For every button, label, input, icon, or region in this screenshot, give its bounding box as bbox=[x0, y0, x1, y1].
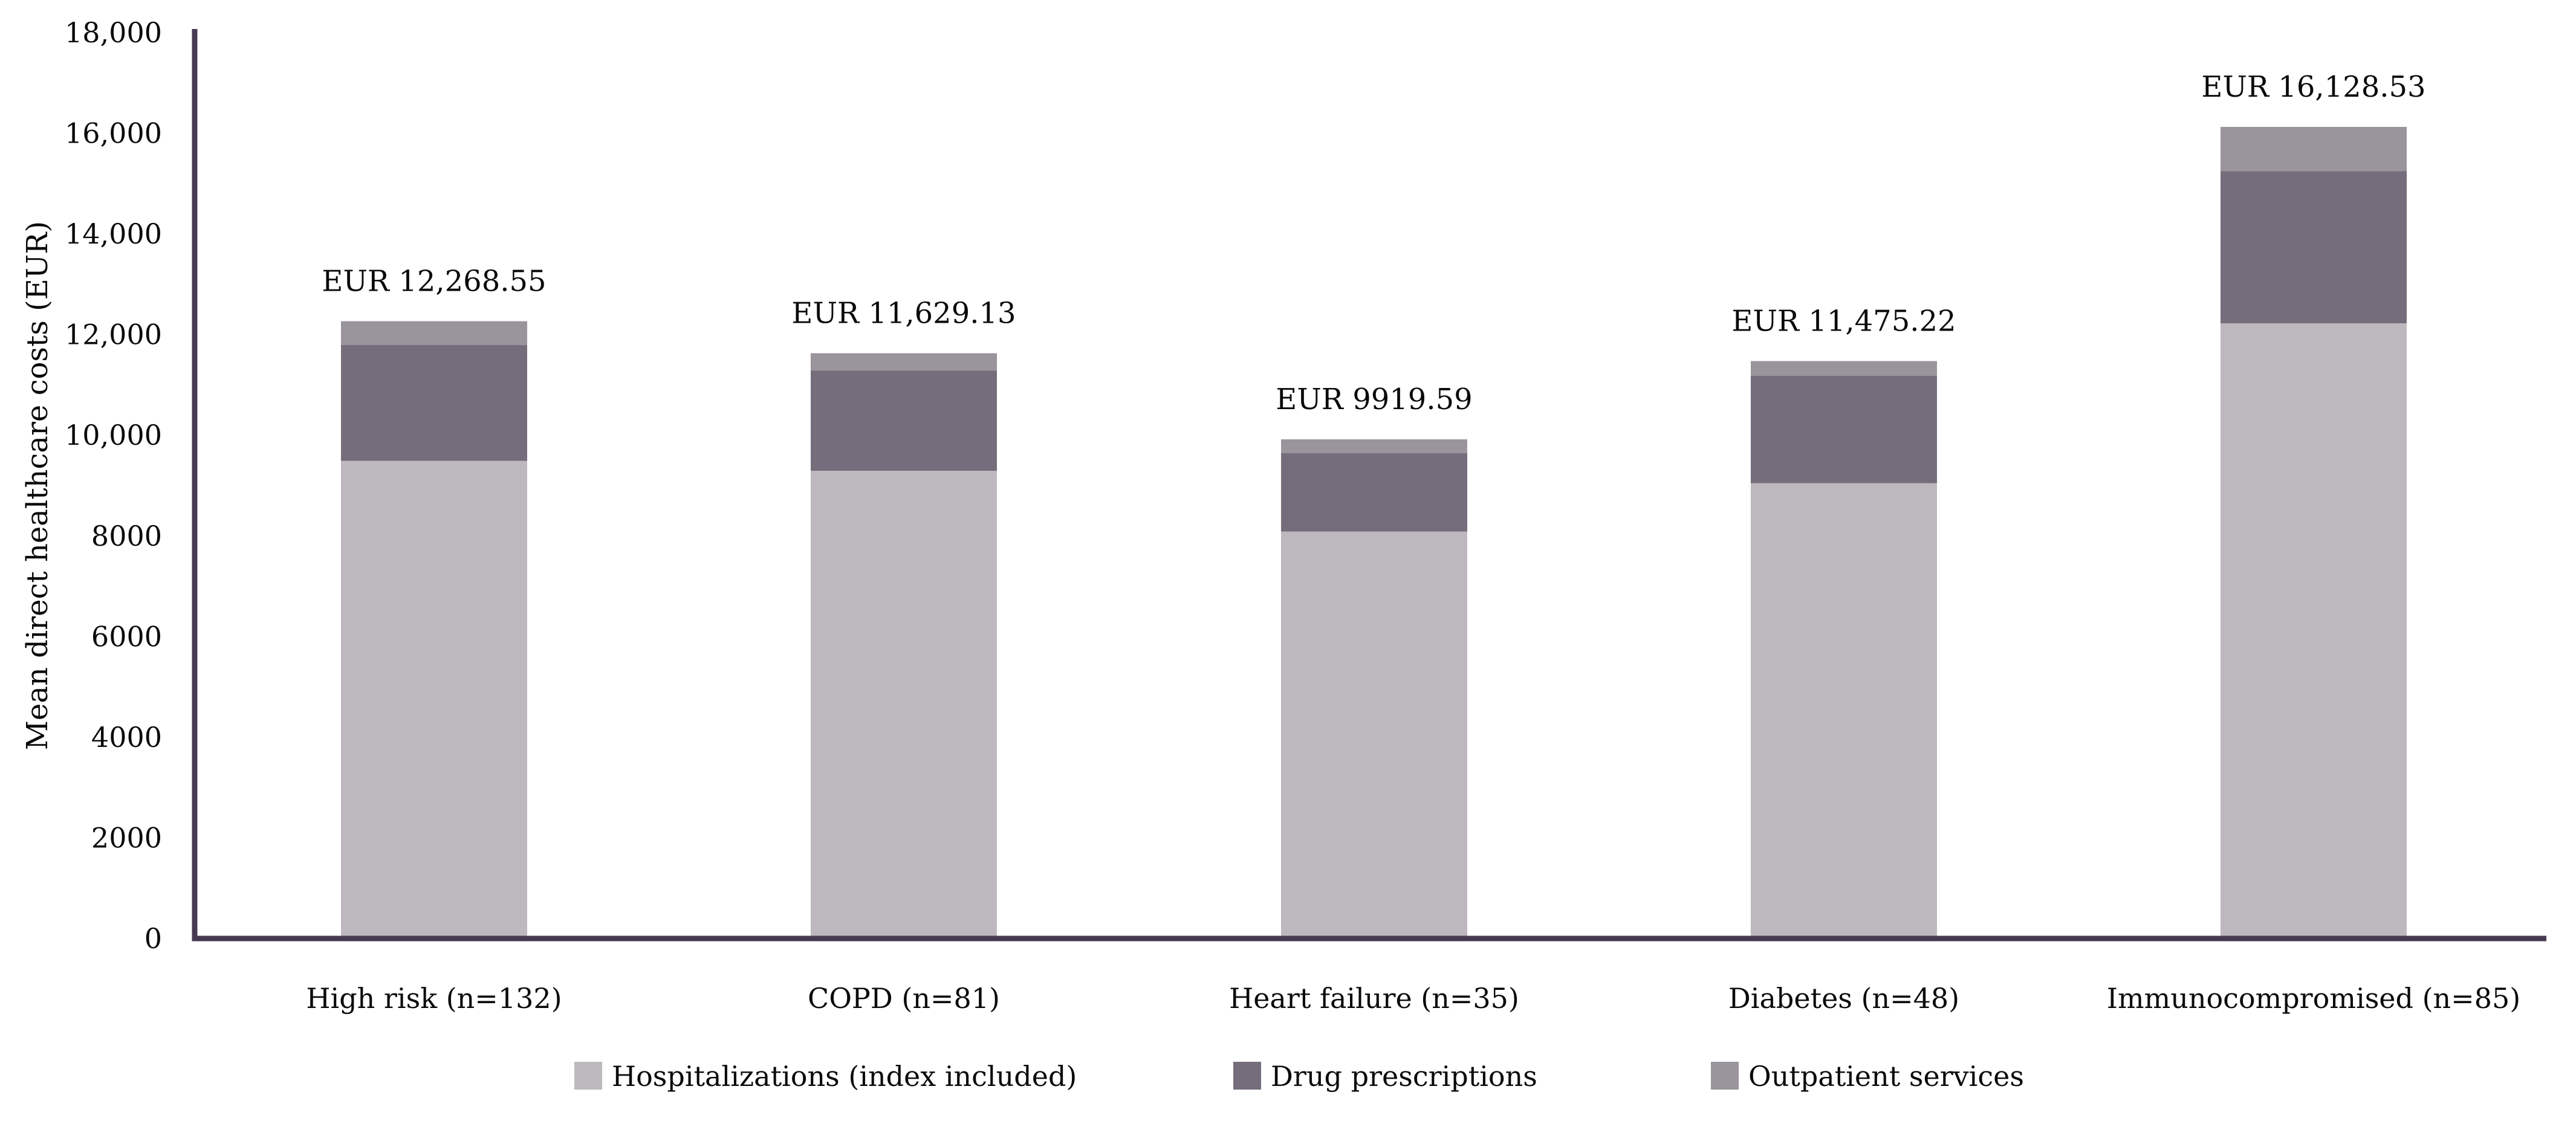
y-axis-tick-label: 4000 bbox=[91, 721, 162, 754]
bar-segment-2-category-3 bbox=[1751, 361, 1937, 376]
x-axis-category-label: Immunocompromised (n=85) bbox=[2107, 982, 2520, 1015]
bar-total-label: EUR 11,475.22 bbox=[1731, 304, 1956, 338]
y-axis-tick-label: 0 bbox=[144, 922, 162, 955]
legend-label-0: Hospitalizations (index included) bbox=[612, 1060, 1077, 1093]
x-axis-category-label: COPD (n=81) bbox=[808, 982, 1000, 1015]
bar-total-label: EUR 16,128.53 bbox=[2201, 70, 2425, 104]
y-axis-tick-label: 2000 bbox=[91, 821, 162, 854]
bar-segment-2-category-2 bbox=[1281, 439, 1467, 453]
y-axis-tick-label: 8000 bbox=[91, 520, 162, 552]
bar-segment-0-category-4 bbox=[2221, 323, 2407, 938]
y-axis-tick-label: 10,000 bbox=[65, 419, 162, 451]
bar-total-label: EUR 9919.59 bbox=[1276, 383, 1472, 416]
legend-swatch-0 bbox=[574, 1062, 602, 1090]
bar-segment-1-category-4 bbox=[2221, 171, 2407, 323]
bar-segment-0-category-1 bbox=[811, 471, 997, 938]
y-axis-tick-label: 18,000 bbox=[65, 16, 162, 49]
legend-label-2: Outpatient services bbox=[1748, 1060, 2024, 1093]
bar-segment-1-category-0 bbox=[341, 345, 527, 461]
y-axis-tick-label: 12,000 bbox=[65, 318, 162, 351]
bar-segment-2-category-1 bbox=[811, 353, 997, 371]
bar-total-label: EUR 11,629.13 bbox=[791, 297, 1016, 331]
y-axis-tick-label: 6000 bbox=[91, 620, 162, 653]
bar-segment-2-category-4 bbox=[2221, 126, 2407, 172]
bar-segment-0-category-0 bbox=[341, 460, 527, 938]
bar-segment-1-category-2 bbox=[1281, 453, 1467, 532]
x-axis-category-label: Heart failure (n=35) bbox=[1229, 982, 1519, 1015]
bar-segment-1-category-3 bbox=[1751, 375, 1937, 483]
bar-segment-0-category-2 bbox=[1281, 531, 1467, 938]
y-axis-tick-label: 14,000 bbox=[65, 218, 162, 250]
legend-swatch-2 bbox=[1711, 1062, 1739, 1090]
bar-total-label: EUR 12,268.55 bbox=[322, 264, 546, 298]
bar-segment-1-category-1 bbox=[811, 370, 997, 471]
bar-segment-2-category-0 bbox=[341, 321, 527, 346]
y-axis-tick-label: 16,000 bbox=[65, 117, 162, 150]
x-axis-category-label: High risk (n=132) bbox=[306, 982, 562, 1015]
y-axis-title: Mean direct healthcare costs (EUR) bbox=[21, 221, 54, 750]
legend-label-1: Drug prescriptions bbox=[1271, 1060, 1537, 1093]
x-axis-category-label: Diabetes (n=48) bbox=[1728, 982, 1959, 1015]
bar-segment-0-category-3 bbox=[1751, 483, 1937, 938]
legend-swatch-1 bbox=[1233, 1062, 1261, 1090]
